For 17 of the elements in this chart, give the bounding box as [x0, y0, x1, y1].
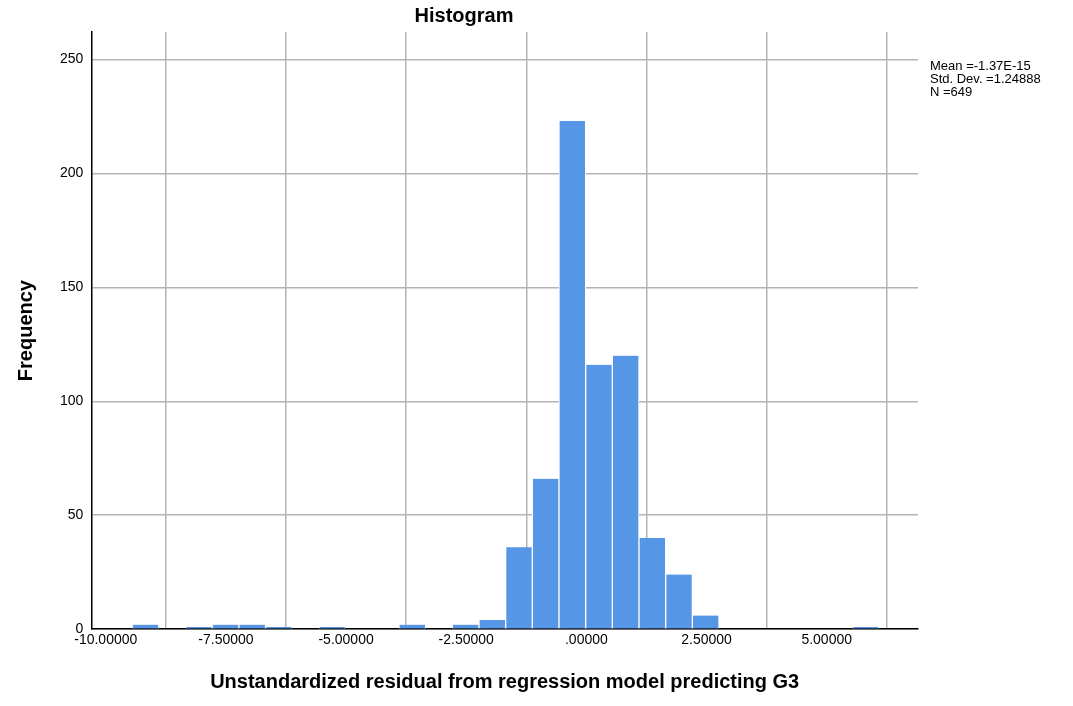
x-tick-label: 2.50000: [681, 631, 733, 648]
x-tick-label: -2.50000: [438, 631, 495, 648]
x-tick-label: 5.00000: [801, 631, 853, 648]
y-tick-label: 250: [60, 50, 84, 67]
text: N =649: [930, 84, 973, 100]
y-tick-label: 100: [60, 392, 84, 409]
y-axis-title: Frequency: [13, 279, 36, 382]
x-tick-label: -5.00000: [318, 631, 374, 648]
text: Std. Dev. =1.24888: [930, 71, 1041, 87]
chart-title: Histogram: [414, 3, 514, 26]
x-axis-title: Unstandardized residual from regression model predicting G3: [210, 669, 800, 692]
y-tick-label: 150: [60, 278, 84, 295]
y-tick-label: 200: [60, 164, 84, 181]
y-tick-label: 50: [67, 506, 84, 523]
text: Mean =-1.37E-15: [930, 58, 1031, 74]
x-tick-label: -7.50000: [198, 631, 254, 648]
x-tick-label: .00000: [564, 631, 608, 648]
